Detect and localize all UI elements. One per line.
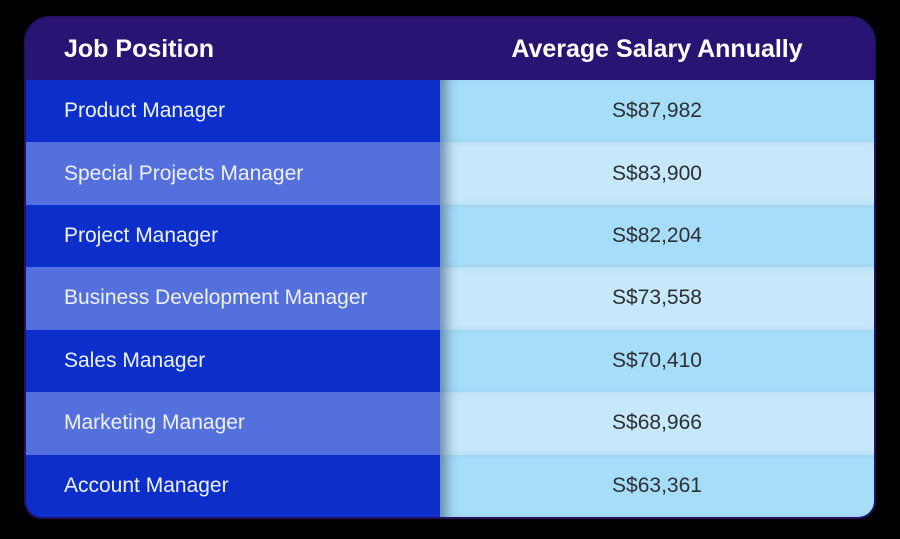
table-row: Account Manager S$63,361	[26, 454, 874, 517]
cell-position: Product Manager	[26, 80, 440, 143]
table-body: Product Manager S$87,982 Special Project…	[26, 80, 874, 517]
cell-position: Project Manager	[26, 204, 440, 268]
salary-table-card: Job Position Average Salary Annually Pro…	[24, 16, 876, 519]
cell-position: Marketing Manager	[26, 392, 440, 455]
table-row: Business Development Manager S$73,558	[26, 267, 874, 330]
cell-position: Special Projects Manager	[26, 142, 440, 205]
cell-salary: S$82,204	[440, 204, 874, 268]
cell-salary: S$83,900	[440, 142, 874, 205]
cell-position: Account Manager	[26, 454, 440, 517]
cell-salary: S$63,361	[440, 454, 874, 517]
table-row: Product Manager S$87,982	[26, 80, 874, 143]
table-row: Project Manager S$82,204	[26, 204, 874, 268]
cell-salary: S$73,558	[440, 267, 874, 330]
cell-salary: S$68,966	[440, 392, 874, 455]
cell-position: Business Development Manager	[26, 267, 440, 330]
header-cell-job-position: Job Position	[64, 34, 214, 63]
cell-position: Sales Manager	[26, 329, 440, 393]
table-row: Sales Manager S$70,410	[26, 329, 874, 393]
cell-salary: S$70,410	[440, 329, 874, 393]
table-row: Marketing Manager S$68,966	[26, 392, 874, 455]
table-header: Job Position Average Salary Annually	[26, 18, 874, 80]
table-row: Special Projects Manager S$83,900	[26, 142, 874, 205]
cell-salary: S$87,982	[440, 80, 874, 143]
header-cell-average-salary: Average Salary Annually	[511, 34, 803, 63]
